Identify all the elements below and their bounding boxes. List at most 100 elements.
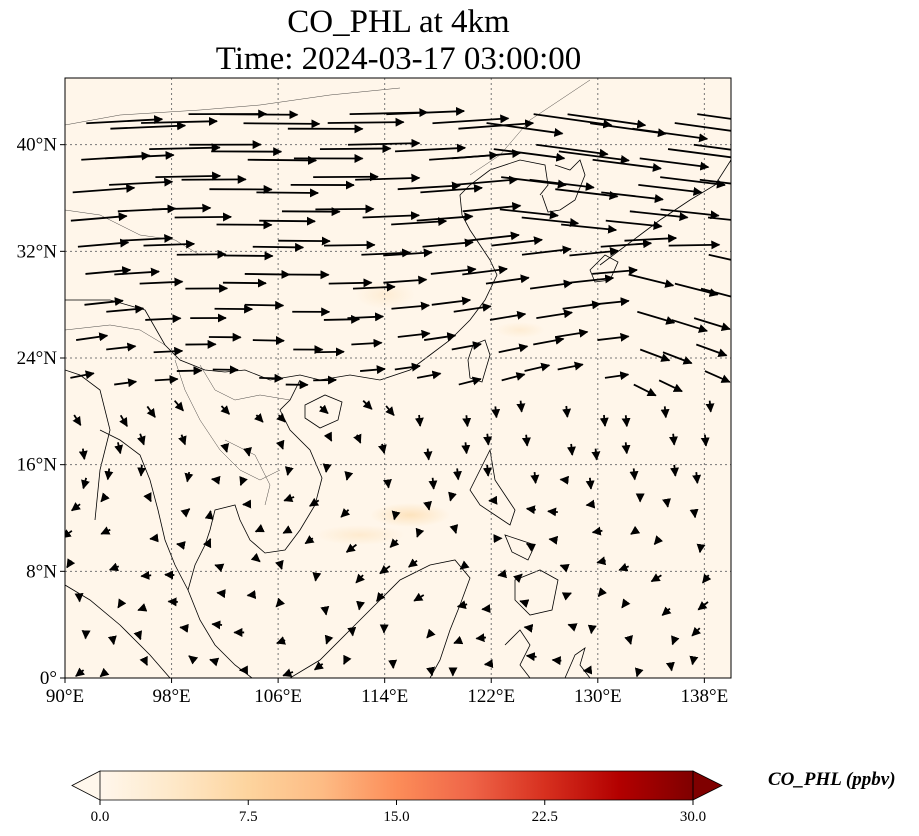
wind-arrow: [394, 143, 467, 153]
lat-tick-label: 8°N: [26, 561, 57, 582]
wind-arrow: [665, 661, 675, 672]
colorbar-bar: [100, 771, 693, 800]
wind-arrow: [137, 603, 148, 612]
visayas: [504, 534, 536, 561]
wind-arrow: [152, 203, 212, 213]
wind-arrow: [700, 287, 731, 298]
map-background: [65, 78, 731, 678]
wind-arrow: [188, 655, 199, 665]
wind-arrow: [100, 492, 110, 503]
wind-arrow: [224, 251, 274, 261]
wind-arrow: [671, 319, 708, 333]
wind-arrow: [72, 414, 82, 426]
wind-arrow: [243, 119, 321, 129]
wind-arrow: [422, 238, 474, 248]
wind-arrow: [254, 524, 265, 533]
wind-arrow: [599, 414, 609, 427]
wind-arrow: [662, 351, 693, 365]
wind-arrow: [114, 267, 160, 277]
wind-arrow: [662, 498, 671, 508]
wind-arrow: [66, 558, 76, 569]
wind-arrow: [483, 433, 493, 446]
wind-arrow: [416, 212, 474, 222]
wind-arrow: [618, 562, 630, 572]
lon-tick-label: 130°E: [574, 686, 622, 707]
wind-arrow: [104, 468, 114, 481]
wind-arrow: [661, 606, 672, 616]
wind-arrow: [220, 442, 230, 453]
wind-arrow: [570, 274, 615, 284]
wind-arrow: [356, 600, 365, 611]
wind-arrow: [309, 497, 320, 507]
wind-arrow: [211, 620, 223, 630]
wind-arrow: [624, 233, 678, 243]
wind-arrow: [70, 212, 128, 222]
wind-arrow: [243, 447, 252, 457]
wind-arrow: [415, 527, 425, 538]
wind-arrow: [408, 558, 418, 568]
wind-arrow: [621, 415, 631, 428]
wind-arrow: [590, 297, 630, 307]
wind-arrow: [582, 665, 593, 675]
wind-arrow: [312, 571, 322, 582]
wind-arrow: [117, 598, 127, 609]
wind-arrow: [605, 219, 663, 231]
wind-arrow: [592, 158, 662, 172]
malay-peninsula: [99, 429, 189, 591]
wind-arrow: [637, 310, 676, 325]
colorbar-label: CO_PHL (ppbv): [768, 769, 896, 790]
wind-arrow: [596, 556, 607, 566]
wind-arrow: [561, 223, 618, 234]
wind-arrow: [167, 597, 178, 607]
wind-arrow: [432, 114, 510, 125]
wind-arrow: [174, 212, 233, 222]
wind-arrow: [524, 362, 551, 372]
wind-arrow: [322, 463, 332, 473]
colorbar-tick-label: 22.5: [532, 809, 558, 825]
wind-arrow: [343, 654, 352, 665]
wind-arrow: [275, 597, 286, 608]
wind-arrow: [347, 138, 421, 148]
wind-arrow: [154, 375, 179, 384]
wind-arrow: [547, 507, 558, 517]
wind-arrow: [99, 667, 110, 678]
wind-arrow: [140, 570, 152, 580]
wind-arrow: [707, 216, 731, 221]
wind-arrow: [562, 405, 572, 418]
wind-arrow: [639, 348, 671, 362]
wind-arrow: [179, 623, 189, 633]
wind-vectors: [65, 106, 731, 678]
wind-arrow: [597, 587, 608, 598]
wind-arrow: [558, 150, 630, 164]
wind-arrow: [621, 598, 631, 609]
wind-arrow: [499, 208, 559, 220]
colorbar-extend-min: [71, 770, 101, 801]
wind-arrow: [108, 562, 120, 572]
wind-arrow: [453, 635, 464, 645]
wind-arrow: [529, 279, 573, 290]
wind-arrow: [557, 361, 584, 371]
wind-arrow: [362, 400, 373, 410]
wind-arrow: [139, 277, 184, 287]
wind-arrow: [65, 529, 73, 539]
wind-arrow: [525, 542, 536, 552]
wind-arrow: [451, 149, 522, 160]
wind-arrow: [149, 143, 221, 153]
wind-arrow: [536, 309, 573, 319]
wind-arrow: [430, 265, 477, 275]
luzon: [469, 448, 516, 526]
wind-arrow: [244, 269, 291, 279]
wind-arrow: [344, 470, 354, 481]
wind-arrow: [119, 414, 128, 428]
wind-arrow: [397, 329, 431, 339]
wind-arrow: [107, 635, 117, 646]
wind-arrow: [361, 248, 412, 258]
wind-arrow: [388, 659, 398, 669]
wind-arrow: [351, 338, 383, 348]
wind-arrow: [420, 183, 483, 194]
wind-arrow: [462, 201, 522, 213]
wind-arrow: [323, 431, 333, 442]
wind-arrow: [624, 634, 633, 645]
wind-arrow: [493, 148, 566, 162]
wind-arrow: [653, 535, 664, 545]
